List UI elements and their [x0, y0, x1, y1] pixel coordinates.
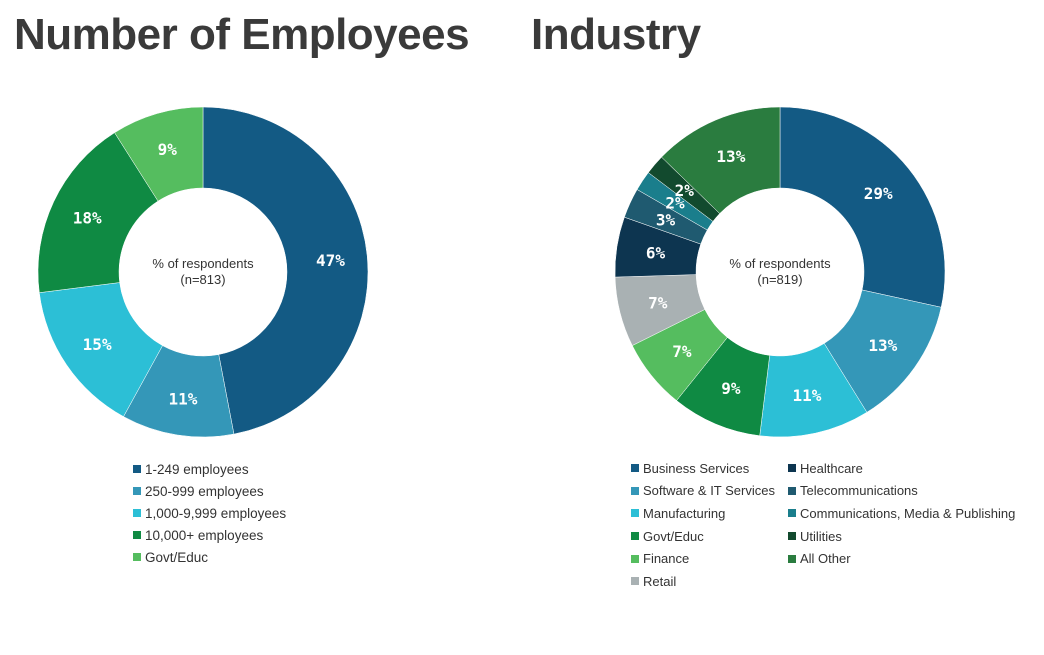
slice-label-all-other: 13%	[716, 147, 745, 166]
legend-item-govt-educ: Govt/Educ	[133, 546, 286, 568]
legend-swatch	[788, 532, 796, 541]
legend-label: 10,000+ employees	[145, 527, 264, 543]
slice-label-healthcare: 6%	[646, 244, 666, 263]
chart-title-employees: Number of Employees	[14, 10, 470, 59]
legend-swatch	[133, 531, 141, 539]
legend-item-250-999-employees: 250-999 employees	[133, 480, 286, 502]
center-sublabel: (n=819)	[757, 272, 802, 287]
slice-label-communications-media-publishing: 2%	[665, 193, 685, 212]
legend-label: 1-249 employees	[145, 461, 249, 477]
legend-item-all-other: All Other	[788, 547, 1015, 570]
slice-label-1-249-employees: 47%	[316, 251, 345, 270]
slice-label-250-999-employees: 11%	[169, 389, 198, 408]
legend-item-healthcare: Healthcare	[788, 457, 1015, 480]
slice-label-finance: 7%	[672, 342, 692, 361]
legend-label: Govt/Educ	[643, 528, 704, 544]
legend-item-finance: Finance	[631, 547, 775, 570]
legend-label: Business Services	[643, 460, 750, 476]
industry-legend-column-2: Healthcare Telecommunications Communicatio…	[788, 457, 1015, 570]
slice-label-manufacturing: 11%	[793, 386, 822, 405]
slice-label-govt-educ: 9%	[721, 379, 741, 398]
legend-label: Govt/Educ	[145, 549, 209, 565]
slice-label-business-services: 29%	[864, 184, 893, 203]
legend-swatch	[631, 486, 639, 495]
slice-label-utilities: 2%	[675, 181, 695, 200]
employees-donut-chart: 47% 11% 15% 18% 9% % of respondents(n=813)	[37, 106, 369, 438]
legend-label: Telecommunications	[800, 483, 918, 499]
legend-item-1-000-9-999-employees: 1,000-9,999 employees	[133, 502, 286, 524]
legend-item-software-it-services: Software & IT Services	[631, 480, 775, 503]
slice-1-249-employees	[202, 106, 369, 435]
legend-item-retail: Retail	[631, 570, 775, 593]
legend-swatch	[788, 554, 796, 563]
legend-label: 1,000-9,999 employees	[145, 505, 287, 521]
slice-label-10-000-employees: 18%	[73, 209, 102, 228]
legend-swatch	[631, 554, 639, 563]
legend-item-utilities: Utilities	[788, 525, 1015, 548]
center-label: % of respondents	[729, 256, 831, 271]
slice-all-other	[661, 106, 781, 214]
legend-label: All Other	[800, 551, 851, 567]
legend-label: Software & IT Services	[643, 483, 775, 499]
industry-legend-column-1: Business Services Software & IT Services M…	[631, 457, 775, 593]
slice-10-000-employees	[37, 132, 159, 293]
legend-swatch	[133, 487, 141, 495]
legend-swatch	[788, 509, 796, 518]
legend-label: Finance	[643, 551, 690, 567]
legend-swatch	[788, 486, 796, 495]
legend-swatch	[631, 532, 639, 541]
center-label: % of respondents	[152, 256, 254, 271]
slice-business-services	[779, 106, 946, 308]
slice-label-software-it-services: 13%	[868, 336, 897, 355]
legend-swatch	[631, 464, 639, 473]
legend-swatch	[133, 553, 141, 561]
slice-label-govt-educ: 9%	[158, 140, 178, 159]
legend-swatch	[631, 509, 639, 518]
slice-govt-educ	[114, 106, 204, 202]
slice-label-telecommunications: 3%	[656, 210, 676, 229]
chart-title-industry: Industry	[531, 10, 701, 59]
legend-label: Healthcare	[800, 460, 863, 476]
legend-label: Retail	[643, 573, 677, 589]
legend-item-business-services: Business Services	[631, 457, 775, 480]
legend-label: Communications, Media & Publishing	[800, 505, 1016, 521]
legend-swatch	[133, 509, 141, 517]
legend-item-manufacturing: Manufacturing	[631, 502, 775, 525]
legend-label: Manufacturing	[643, 505, 726, 521]
legend-item-communications-media-publishing: Communications, Media & Publishing	[788, 502, 1015, 525]
center-sublabel: (n=813)	[180, 272, 225, 287]
legend-label: 250-999 employees	[145, 483, 264, 499]
legend-item-1-249-employees: 1-249 employees	[133, 458, 286, 480]
legend-label: Utilities	[800, 528, 842, 544]
legend-item-telecommunications: Telecommunications	[788, 480, 1015, 503]
legend-swatch	[631, 577, 639, 586]
legend-item-10-000-employees: 10,000+ employees	[133, 524, 286, 546]
legend-item-govt-educ: Govt/Educ	[631, 525, 775, 548]
legend-swatch	[133, 465, 141, 473]
employees-legend: 1-249 employees 250-999 employees 1,000-9,…	[133, 458, 286, 568]
industry-donut-chart: 29%13%11%9%7%7%6%3%2%2%13%% of responden…	[614, 106, 946, 438]
legend-swatch	[788, 464, 796, 473]
slice-label-1-000-9-999-employees: 15%	[83, 335, 112, 354]
slice-label-retail: 7%	[648, 294, 668, 313]
